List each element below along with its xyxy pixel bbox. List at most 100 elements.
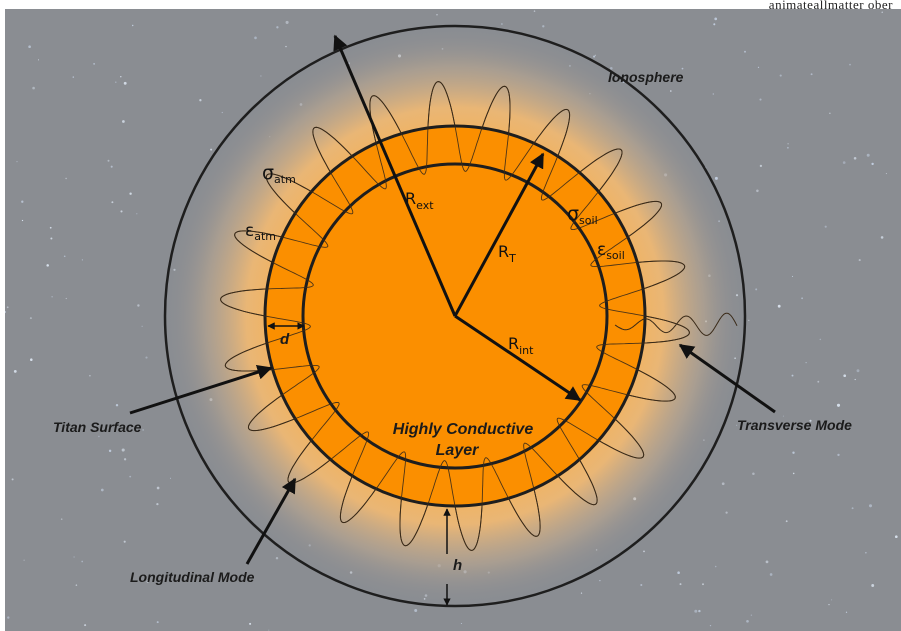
star xyxy=(46,264,49,267)
titan-surface-label: Titan Surface xyxy=(53,419,142,435)
star xyxy=(16,160,18,163)
star xyxy=(123,458,127,461)
star xyxy=(787,146,789,149)
star xyxy=(111,201,114,204)
eps-atm-symbol: εatm xyxy=(245,221,276,243)
star xyxy=(785,520,788,523)
star xyxy=(136,213,138,215)
star xyxy=(725,511,728,514)
star xyxy=(871,162,874,166)
star xyxy=(828,604,830,606)
star xyxy=(51,296,53,298)
star xyxy=(81,259,84,261)
star xyxy=(759,164,763,168)
star xyxy=(122,120,125,123)
star xyxy=(110,165,113,168)
star xyxy=(129,475,132,478)
star xyxy=(30,358,33,361)
star xyxy=(50,237,53,240)
sigma-soil-symbol: σsoil xyxy=(567,203,598,227)
star xyxy=(782,415,784,417)
star xyxy=(679,583,682,586)
star xyxy=(842,161,846,164)
star xyxy=(221,111,223,114)
transverse-wave xyxy=(614,312,738,336)
star xyxy=(755,288,758,291)
longitudinal-mode-pointer xyxy=(245,477,297,565)
star xyxy=(714,17,718,21)
star xyxy=(285,45,287,48)
star xyxy=(871,584,875,587)
star xyxy=(746,619,749,623)
star xyxy=(115,81,117,83)
star xyxy=(868,504,873,508)
longitudinal-wave-inner xyxy=(220,81,690,551)
star xyxy=(156,621,159,624)
star xyxy=(750,614,753,616)
star xyxy=(65,177,67,180)
star xyxy=(260,75,262,77)
star xyxy=(880,236,884,239)
star xyxy=(93,63,95,65)
star xyxy=(13,370,17,373)
star xyxy=(156,486,160,490)
star xyxy=(809,419,812,422)
ionosphere-boundary xyxy=(163,24,747,608)
r-ext-arrow xyxy=(333,34,457,317)
star xyxy=(141,325,143,327)
star xyxy=(276,26,279,29)
star xyxy=(533,10,536,12)
star xyxy=(100,488,104,492)
star xyxy=(460,622,462,625)
star xyxy=(63,255,66,258)
star xyxy=(72,76,75,78)
star xyxy=(831,599,833,601)
star xyxy=(75,584,78,586)
star xyxy=(123,540,126,543)
star xyxy=(858,259,861,262)
star xyxy=(854,378,856,381)
star xyxy=(843,374,847,378)
star xyxy=(73,556,75,558)
star xyxy=(810,73,813,76)
star xyxy=(254,36,257,40)
star xyxy=(866,153,870,157)
star xyxy=(37,59,40,61)
star xyxy=(801,297,803,300)
star xyxy=(640,583,643,587)
transverse-mode-pointer xyxy=(678,343,776,414)
star xyxy=(805,362,807,364)
star xyxy=(137,304,140,307)
star xyxy=(894,535,898,539)
r-int-arrow xyxy=(454,314,582,402)
star xyxy=(698,609,701,613)
star xyxy=(819,338,822,341)
layer-label-line2: Layer xyxy=(436,442,479,459)
star xyxy=(829,112,831,115)
star xyxy=(694,609,698,613)
star xyxy=(713,23,716,26)
star xyxy=(21,200,24,203)
star xyxy=(21,219,24,222)
star xyxy=(156,502,159,506)
star xyxy=(787,143,789,145)
star xyxy=(885,173,887,175)
star xyxy=(777,304,781,308)
star xyxy=(792,472,795,475)
star xyxy=(769,573,773,576)
star xyxy=(6,306,9,309)
star xyxy=(856,369,860,373)
r-t-arrow xyxy=(453,152,545,317)
star xyxy=(744,50,746,53)
star xyxy=(712,93,714,95)
star xyxy=(849,63,851,66)
star xyxy=(580,592,583,594)
longitudinal-mode-label: Longitudinal Mode xyxy=(130,569,255,585)
r-t-symbol: RT xyxy=(498,242,516,265)
star xyxy=(736,424,738,426)
star xyxy=(199,99,202,102)
layer-label-line1: Highly Conductive xyxy=(393,421,534,438)
star xyxy=(98,435,100,438)
star xyxy=(146,580,149,583)
star xyxy=(23,559,25,561)
